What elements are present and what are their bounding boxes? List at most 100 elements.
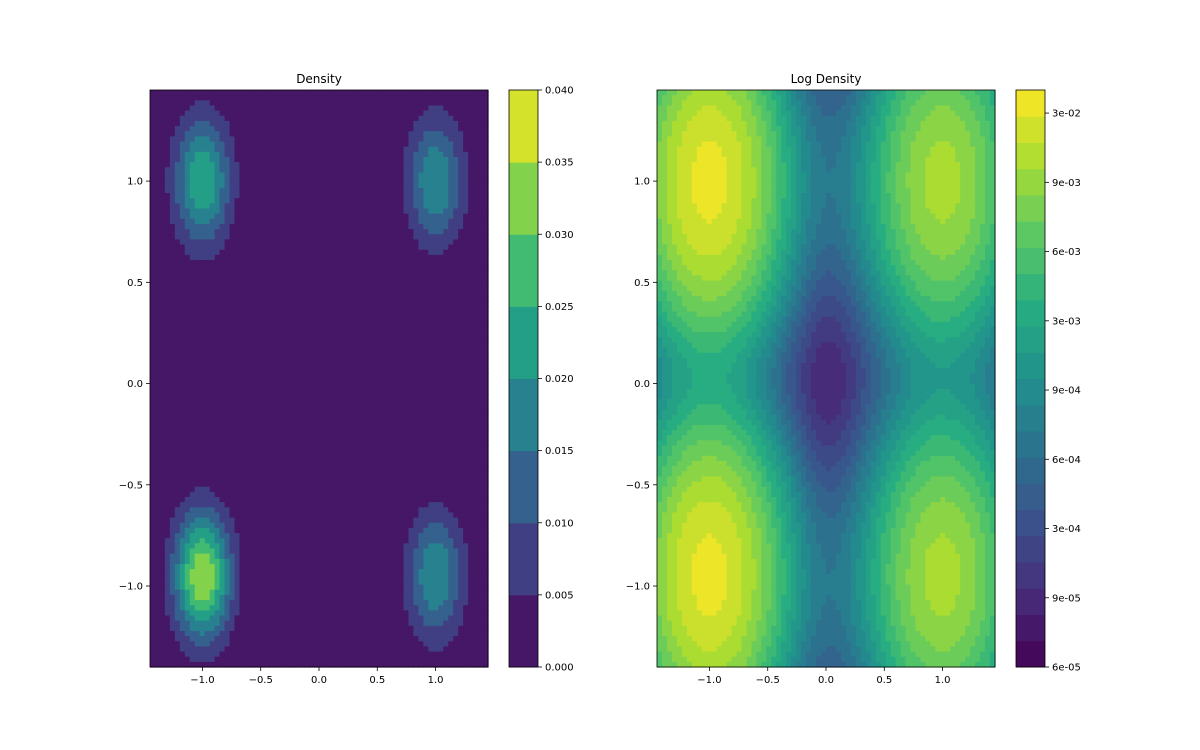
contour-cell [199, 95, 206, 101]
contour-cell [259, 625, 265, 632]
contour-cell [179, 481, 186, 488]
contour-cell [323, 368, 330, 374]
contour-cell [224, 502, 231, 508]
contour-cell [269, 543, 275, 550]
contour-cell [239, 600, 246, 606]
contour-cell [234, 641, 241, 647]
contour-cell [333, 187, 340, 194]
contour-cell [249, 244, 255, 251]
contour-cell [234, 594, 241, 601]
contour-cell [274, 435, 280, 441]
contour-cell [294, 213, 300, 220]
contour-cell [174, 156, 181, 163]
contour-cell [244, 388, 251, 395]
contour-cell [189, 218, 196, 225]
contour-cell [154, 363, 161, 369]
contour-cell [264, 579, 270, 586]
contour-cell [184, 584, 191, 591]
contour-cell [239, 445, 246, 452]
contour-cell [358, 393, 365, 400]
contour-cell [274, 502, 280, 508]
contour-cell [204, 151, 211, 158]
contour-cell [343, 584, 350, 591]
contour-cell [234, 280, 241, 287]
contour-cell [299, 455, 305, 462]
contour-cell [294, 275, 300, 282]
contour-cell [229, 641, 236, 647]
contour-cell [294, 481, 300, 488]
contour-cell [189, 481, 196, 488]
contour-cell [254, 378, 260, 385]
contour-cell [174, 177, 181, 184]
contour-cell [319, 440, 325, 447]
contour-cell [264, 254, 270, 261]
contour-cell [368, 131, 375, 137]
contour-cell [239, 507, 246, 514]
contour-cell [304, 151, 310, 158]
contour-cell [269, 234, 275, 240]
contour-cell [249, 347, 255, 354]
contour-cell [259, 610, 265, 617]
contour-cell [229, 347, 236, 354]
contour-cell [254, 162, 260, 168]
contour-cell [234, 661, 241, 668]
contour-cell [343, 265, 350, 271]
contour-cell [264, 661, 270, 668]
contour-cell [279, 553, 285, 560]
contour-cell [239, 249, 246, 256]
contour-cell [368, 110, 375, 117]
contour-cell [184, 430, 191, 436]
contour-cell [269, 445, 275, 452]
contour-cell [184, 388, 191, 395]
contour-cell [363, 466, 370, 472]
contour-cell [299, 254, 305, 261]
contour-cell [319, 610, 325, 617]
contour-cell [154, 110, 161, 117]
contour-cell [254, 126, 260, 132]
contour-cell [154, 414, 161, 421]
contour-cell [150, 203, 156, 210]
contour-cell [333, 548, 340, 555]
contour-cell [199, 249, 206, 256]
contour-cell [259, 486, 265, 493]
contour-cell [154, 131, 161, 137]
contour-cell [338, 651, 345, 658]
contour-cell [348, 646, 355, 653]
contour-cell [358, 105, 365, 112]
contour-cell [348, 496, 355, 503]
contour-cell [229, 522, 236, 529]
contour-cell [333, 522, 340, 529]
contour-cell [269, 244, 275, 251]
contour-cell [299, 548, 305, 555]
contour-cell [189, 615, 196, 622]
contour-cell [304, 306, 310, 313]
contour-cell [199, 481, 206, 488]
contour-cell [224, 610, 231, 617]
contour-cell [338, 316, 345, 323]
contour-cell [269, 471, 275, 477]
contour-cell [159, 265, 166, 271]
contour-cell [299, 636, 305, 642]
contour-cell [189, 172, 196, 179]
contour-cell [328, 399, 335, 405]
contour-cell [299, 126, 305, 132]
contour-cell [299, 146, 305, 153]
contour-cell [284, 254, 290, 261]
contour-cell [244, 656, 251, 663]
contour-cell [259, 481, 265, 488]
contour-cell [219, 203, 226, 210]
contour-cell [299, 342, 305, 349]
contour-cell [353, 244, 360, 251]
contour-cell [368, 388, 375, 395]
contour-cell [333, 136, 340, 143]
contour-cell [259, 90, 265, 96]
contour-cell [254, 337, 260, 344]
contour-cell [184, 182, 191, 189]
contour-cell [244, 404, 251, 411]
contour-cell [164, 579, 171, 586]
contour-cell [164, 244, 171, 251]
contour-cell [229, 409, 236, 416]
contour-cell [229, 198, 236, 204]
contour-cell [150, 321, 156, 328]
contour-cell [159, 656, 166, 663]
